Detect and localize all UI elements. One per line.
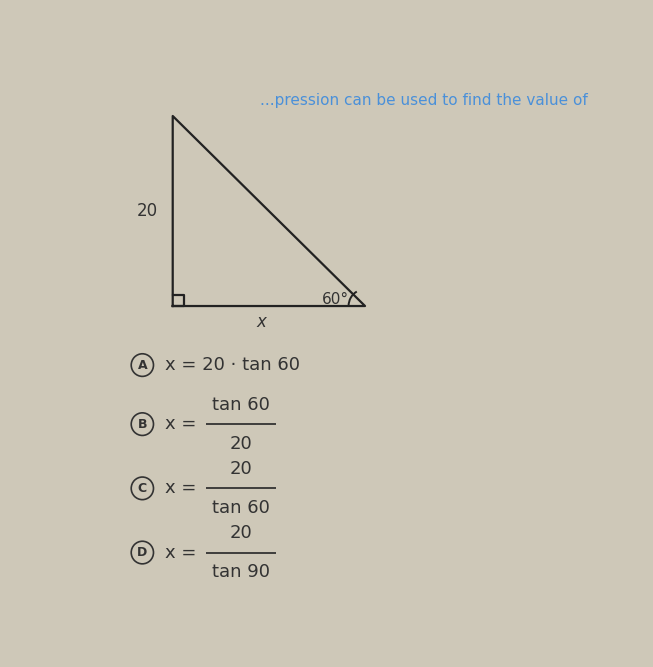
Text: x = 20 · tan 60: x = 20 · tan 60 [165,356,300,374]
Text: tan 90: tan 90 [212,563,270,581]
Text: C: C [138,482,147,495]
Text: tan 60: tan 60 [212,396,270,414]
Text: x: x [257,313,266,331]
Text: 20: 20 [230,435,253,453]
Text: 20: 20 [137,202,158,220]
Text: 20: 20 [230,524,253,542]
Text: 60°: 60° [322,292,349,307]
Text: x =: x = [165,544,197,562]
Text: ...pression can be used to find the value of: ...pression can be used to find the valu… [260,93,588,108]
Text: x =: x = [165,415,197,433]
Text: x =: x = [165,480,197,498]
Text: B: B [138,418,147,431]
Text: tan 60: tan 60 [212,499,270,517]
Text: 20: 20 [230,460,253,478]
Text: A: A [138,359,147,372]
Text: D: D [137,546,148,559]
